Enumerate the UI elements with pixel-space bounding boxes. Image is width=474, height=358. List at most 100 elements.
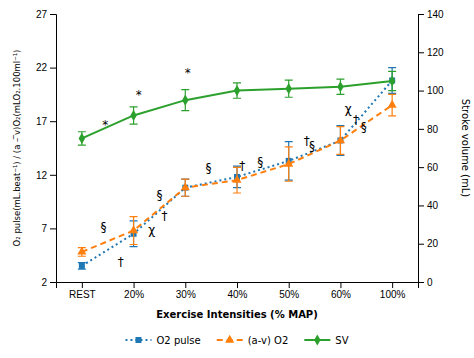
annotation: § (101, 220, 107, 234)
axis-line (419, 15, 425, 283)
x-tick-mark (237, 282, 238, 288)
point (234, 85, 240, 96)
error-bar (78, 263, 86, 269)
x-tick-mark (392, 282, 393, 288)
x-tick: 40% (227, 282, 247, 300)
error-bar (336, 127, 344, 155)
y-axis-tick: 27 (36, 9, 56, 20)
annotation: § (206, 161, 212, 175)
x-tick: 50% (279, 282, 299, 300)
x-tick-mark (82, 282, 83, 288)
annotation: * (185, 66, 191, 80)
annotation: † (162, 209, 168, 223)
y-axis-tick: 2 (41, 277, 56, 288)
error-bar (388, 71, 396, 90)
error-bar (285, 147, 293, 181)
y2-axis-tick-mark (418, 244, 424, 245)
error-bar (78, 132, 86, 145)
point (77, 247, 86, 255)
error-bar (78, 248, 86, 257)
y-axis-tick-label: 12 (36, 170, 48, 181)
error-bar (181, 179, 189, 196)
y2-axis: 020406080100120140 (418, 9, 444, 288)
annotations: ***§§§§§§†††††χχ (101, 66, 367, 269)
x-tick-mark (134, 282, 135, 288)
y2-axis-tick: 0 (418, 277, 433, 288)
annotation: § (257, 155, 263, 169)
y2-axis-tick-mark (418, 91, 424, 92)
x-tick-label: 100% (380, 289, 406, 300)
y-axis-tick: 22 (36, 62, 56, 73)
error-bar (388, 94, 396, 115)
y2-axis-title: Stroke volume (mL) (460, 99, 471, 197)
y-axis-tick-label: 22 (36, 62, 48, 73)
x-tick-label: 50% (279, 289, 299, 300)
point (182, 95, 188, 106)
x-tick-mark (340, 282, 341, 288)
annotation: † (239, 159, 245, 173)
y2-axis-tick-label: 40 (427, 200, 439, 211)
error-bar (285, 80, 293, 97)
y-axis-tick-mark (50, 175, 56, 176)
error-bar (130, 217, 138, 245)
x-tick-mark (185, 282, 186, 288)
legend-marker (135, 337, 141, 343)
annotation: § (361, 120, 367, 134)
y2-axis-tick-label: 140 (427, 9, 444, 20)
error-bar (336, 79, 344, 94)
y2-axis-tick: 40 (418, 200, 439, 211)
y-axis-tick-mark (50, 68, 56, 69)
x-tick-mark (289, 282, 290, 288)
axis-line (57, 283, 419, 289)
x-tick: 60% (331, 282, 351, 300)
y2-axis-tick-label: 80 (427, 124, 439, 135)
point (285, 83, 291, 94)
y2-axis-tick: 120 (418, 47, 444, 58)
y2-axis-tick-mark (418, 205, 424, 206)
series (78, 68, 396, 270)
line (82, 105, 392, 252)
y-axis-tick-mark (50, 14, 56, 15)
point (181, 182, 190, 190)
annotation: * (102, 118, 108, 132)
legend-item: SV (304, 334, 348, 345)
line (82, 81, 392, 138)
annotation: † (304, 134, 310, 148)
annotation: χ (345, 102, 352, 116)
y2-axis-tick-mark (418, 129, 424, 130)
legend-label: SV (335, 335, 348, 346)
y-axis-tick-mark (50, 228, 56, 229)
data-area (77, 68, 396, 270)
annotation: † (118, 255, 124, 269)
x-tick: 20% (124, 282, 144, 300)
legend-item: O2 pulse (125, 335, 200, 346)
legend-marker (225, 335, 234, 343)
y-axis-title: O₂ pulse(mL.beat⁻¹) / (a – ̅v)O₂(mLO₂.10… (12, 50, 22, 247)
point (337, 81, 343, 92)
y2-axis-tick-label: 120 (427, 47, 444, 58)
error-bar (388, 68, 396, 94)
legend-item: (a-v) O2 (217, 335, 289, 346)
y-axis-tick-mark (50, 282, 56, 283)
annotation: † (353, 113, 359, 127)
y2-axis-tick-mark (418, 52, 424, 53)
x-tick-label: 60% (331, 289, 351, 300)
y2-axis-tick: 100 (418, 85, 444, 96)
y2-axis-tick: 80 (418, 124, 439, 135)
point (130, 110, 136, 121)
series (78, 71, 396, 145)
legend: O2 pulse (a-v) O2 SV (125, 334, 348, 345)
y2-axis-tick-mark (418, 14, 424, 15)
error-bar (181, 90, 189, 111)
y-axis-tick: 7 (41, 223, 56, 234)
point (284, 159, 293, 167)
annotation: χ (148, 223, 155, 237)
y2-axis-tick: 140 (418, 9, 444, 20)
y-axis-tick-label: 17 (36, 116, 48, 127)
legend-marker (314, 334, 320, 345)
y-axis-tick-label: 7 (41, 223, 47, 234)
line (82, 80, 392, 265)
x-tick-label: 20% (124, 289, 144, 300)
y2-axis-tick: 20 (418, 238, 439, 249)
point (79, 133, 85, 144)
